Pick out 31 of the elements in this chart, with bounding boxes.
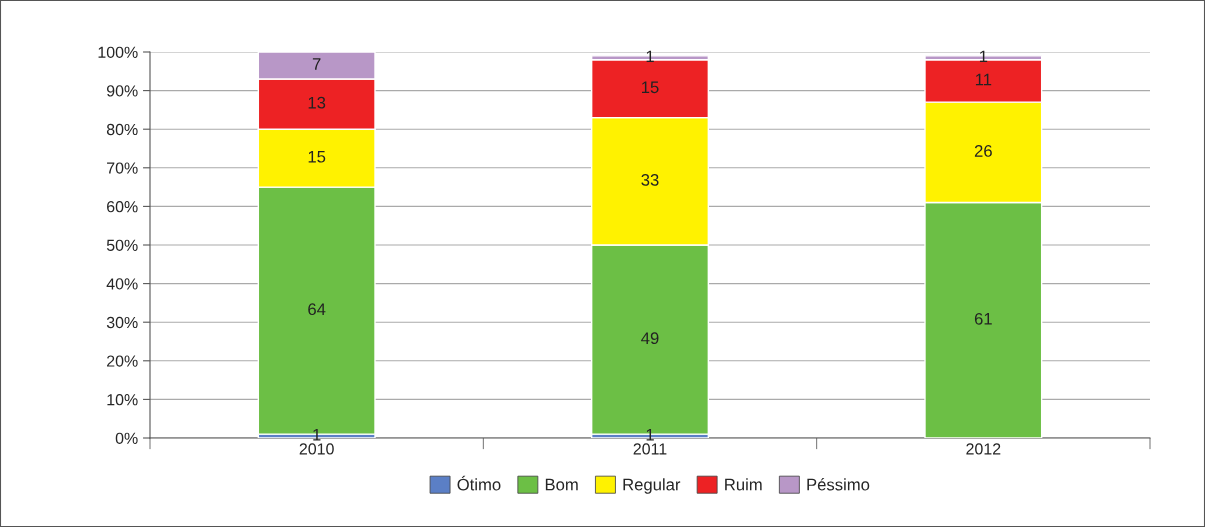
data-label: 13 — [308, 96, 326, 109]
data-label: 1 — [646, 50, 654, 63]
legend-label: Regular — [623, 478, 681, 494]
data-label: 15 — [308, 150, 326, 163]
y-tick-label: 100% — [98, 46, 138, 58]
data-label: 7 — [312, 58, 321, 70]
y-tick-label: 10% — [107, 394, 138, 406]
legend-label: Bom — [545, 478, 578, 491]
data-label: 1 — [979, 50, 988, 63]
legend-label: Péssimo — [807, 478, 870, 491]
data-label: 33 — [641, 173, 659, 186]
x-tick-label: 2010 — [299, 443, 334, 455]
y-tick-label: 0% — [115, 432, 138, 444]
data-label: 11 — [975, 73, 992, 86]
y-tick-label: 40% — [106, 278, 138, 290]
data-label: 64 — [308, 303, 326, 316]
legend-label: Ótimo — [457, 475, 501, 491]
x-tick-label: 2012 — [966, 443, 1001, 455]
y-tick-label: 70% — [107, 162, 138, 174]
x-tick-label: 2011 — [633, 443, 667, 455]
y-tick-label: 80% — [106, 123, 138, 136]
data-label: 26 — [974, 145, 992, 157]
y-tick-label: 90% — [106, 85, 138, 97]
data-label: 49 — [641, 332, 659, 345]
data-label: 61 — [974, 312, 992, 325]
legend-label: Ruim — [725, 478, 762, 491]
y-tick-label: 50% — [106, 239, 138, 251]
y-tick-label: 30% — [106, 316, 138, 329]
y-tick-label: 20% — [107, 355, 138, 367]
data-label: 15 — [642, 81, 659, 94]
y-tick-label: 60% — [107, 201, 138, 213]
